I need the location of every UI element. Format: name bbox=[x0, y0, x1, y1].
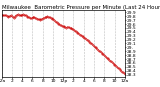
Text: Milwaukee  Barometric Pressure per Minute (Last 24 Hours): Milwaukee Barometric Pressure per Minute… bbox=[2, 5, 160, 10]
